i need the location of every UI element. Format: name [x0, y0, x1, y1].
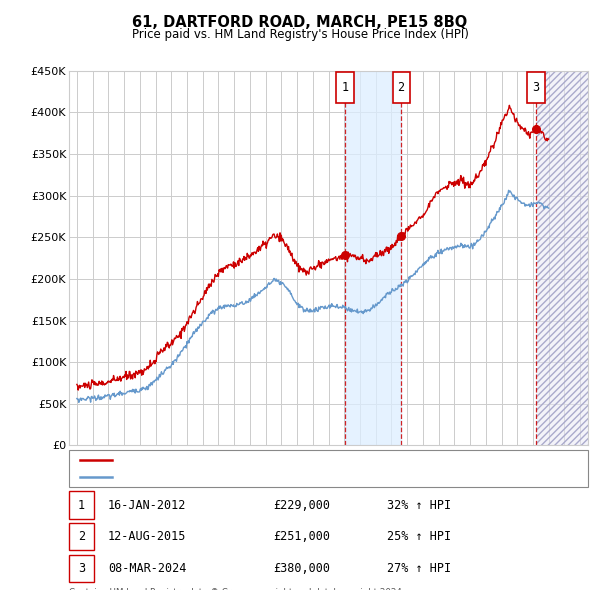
Text: 12-AUG-2015: 12-AUG-2015	[108, 530, 187, 543]
Text: 3: 3	[78, 562, 85, 575]
Text: 1: 1	[341, 81, 349, 94]
Text: 61, DARTFORD ROAD, MARCH, PE15 8BQ: 61, DARTFORD ROAD, MARCH, PE15 8BQ	[133, 15, 467, 30]
Bar	[536, 71, 588, 445]
FancyBboxPatch shape	[392, 71, 410, 103]
Text: HPI: Average price, detached house, Fenland: HPI: Average price, detached house, Fenl…	[118, 472, 398, 482]
Text: £380,000: £380,000	[273, 562, 330, 575]
Text: 2: 2	[398, 81, 405, 94]
Text: 1: 1	[78, 499, 85, 512]
Text: Price paid vs. HM Land Registry's House Price Index (HPI): Price paid vs. HM Land Registry's House …	[131, 28, 469, 41]
Text: £229,000: £229,000	[273, 499, 330, 512]
FancyBboxPatch shape	[527, 71, 545, 103]
Text: 2: 2	[78, 530, 85, 543]
Text: 3: 3	[532, 81, 539, 94]
Text: 16-JAN-2012: 16-JAN-2012	[108, 499, 187, 512]
Text: Contains HM Land Registry data © Crown copyright and database right 2024.: Contains HM Land Registry data © Crown c…	[69, 588, 404, 590]
Text: 32% ↑ HPI: 32% ↑ HPI	[387, 499, 451, 512]
Text: 27% ↑ HPI: 27% ↑ HPI	[387, 562, 451, 575]
Bar	[345, 71, 401, 445]
Text: 25% ↑ HPI: 25% ↑ HPI	[387, 530, 451, 543]
Text: 08-MAR-2024: 08-MAR-2024	[108, 562, 187, 575]
Text: £251,000: £251,000	[273, 530, 330, 543]
Bar	[536, 71, 588, 445]
Text: 61, DARTFORD ROAD, MARCH, PE15 8BQ (detached house): 61, DARTFORD ROAD, MARCH, PE15 8BQ (deta…	[118, 455, 450, 465]
FancyBboxPatch shape	[336, 71, 353, 103]
